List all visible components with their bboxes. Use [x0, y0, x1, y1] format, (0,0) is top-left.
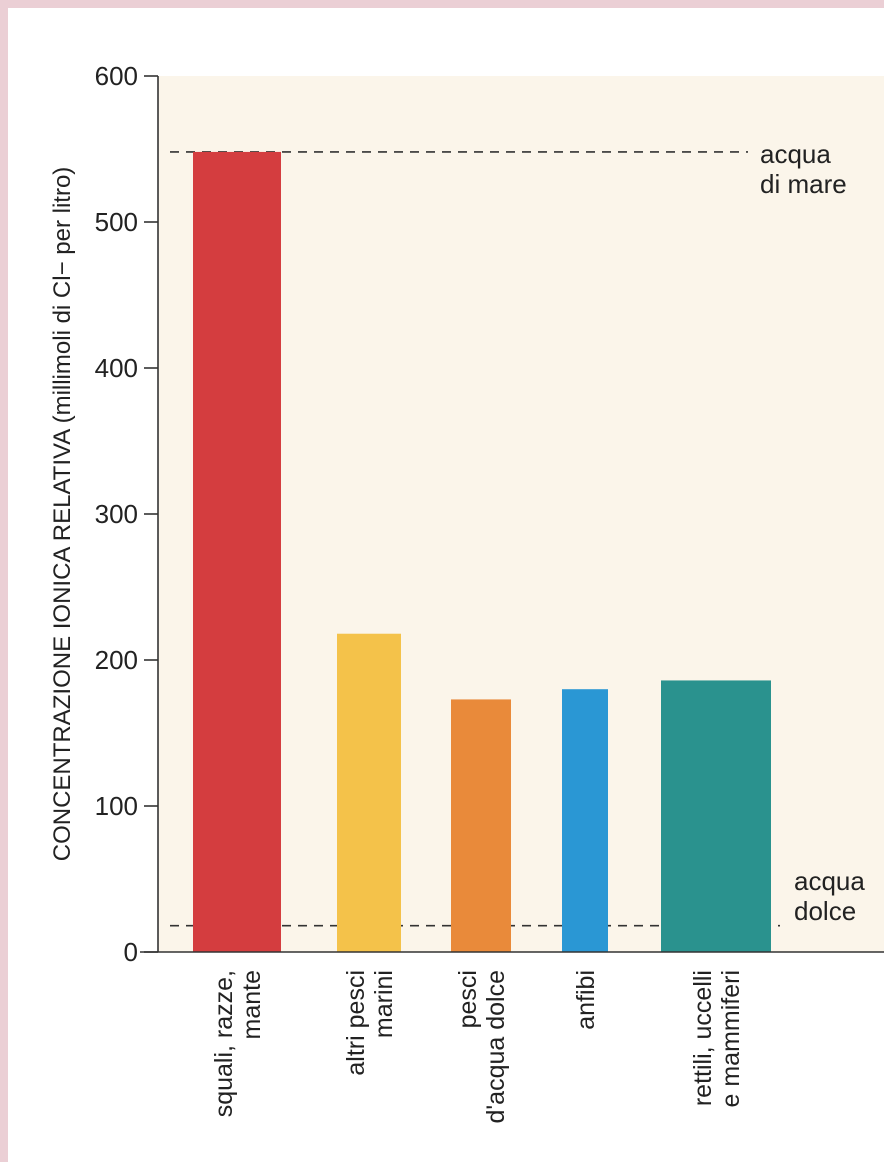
x-labels-group: squali, razze, mante altri pesci marini pesc…: [210, 970, 745, 1124]
y-axis-label: CONCENTRAZIONE IONICA RELATIVA (millimol…: [49, 167, 76, 862]
y-tick-label: 400: [95, 353, 138, 383]
reference-label: di mare: [760, 169, 847, 199]
y-tick-label: 200: [95, 645, 138, 675]
bar: [562, 689, 608, 952]
bar: [661, 680, 771, 952]
category-label: e mammiferi: [717, 970, 745, 1108]
bar: [337, 633, 401, 952]
y-ticks-group: 0 100 200 300 400 500 600: [95, 61, 158, 967]
y-tick-label: 300: [95, 499, 138, 529]
category-label: pesci: [454, 970, 482, 1028]
category-label: rettili, uccelli: [689, 970, 717, 1106]
category-label: marini: [370, 970, 398, 1038]
y-tick-label: 600: [95, 61, 138, 91]
category-label: squali, razze,: [210, 970, 238, 1117]
category-label: altri pesci: [342, 970, 370, 1076]
y-tick-label: 100: [95, 791, 138, 821]
y-tick-label: 500: [95, 207, 138, 237]
reference-label: acqua: [760, 139, 831, 169]
y-tick-label: 0: [124, 937, 138, 967]
category-label: d'acqua dolce: [482, 970, 510, 1124]
reference-label: dolce: [794, 896, 856, 926]
category-label: anfibi: [572, 970, 600, 1030]
bar: [451, 699, 511, 952]
reference-label: acqua: [794, 866, 865, 896]
bar: [193, 151, 281, 953]
category-label: mante: [238, 970, 266, 1039]
bars-group: [193, 151, 771, 953]
